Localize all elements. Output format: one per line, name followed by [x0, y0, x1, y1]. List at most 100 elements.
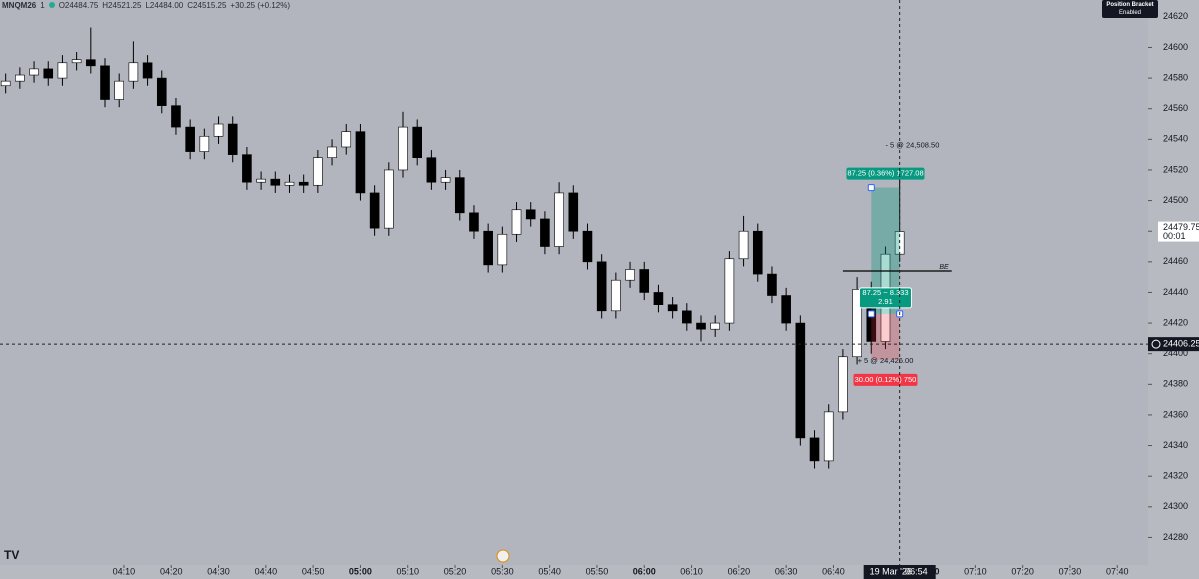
candle-body — [426, 157, 437, 183]
candle-body — [43, 68, 54, 79]
y-tick-label: 24300 — [1163, 501, 1188, 511]
candle-body — [256, 178, 266, 183]
candle-body — [185, 126, 195, 152]
candle-body — [341, 131, 352, 148]
y-tick-label: 24580 — [1163, 72, 1188, 82]
mid-label: 87.25 ~ 8.333 — [862, 288, 908, 297]
y-tick-label: 24320 — [1163, 471, 1188, 481]
stop-label: 30.00 (0.12%) 750 — [855, 375, 917, 384]
candle-body — [767, 273, 777, 296]
x-tick-label: 05:00 — [349, 566, 372, 576]
candle-body — [554, 192, 564, 247]
crosshair-plus[interactable] — [1151, 339, 1161, 349]
x-tick-label: 07:40 — [1106, 566, 1129, 576]
handle[interactable] — [867, 184, 875, 192]
candle-body — [611, 279, 621, 312]
stop-label-box — [853, 373, 918, 386]
candle-body — [696, 322, 706, 330]
y-tick-label: 24280 — [1163, 532, 1188, 542]
bracket-button[interactable]: Position Bracket Enabled — [1102, 0, 1158, 18]
interval[interactable]: 1 — [40, 1, 45, 10]
candle-body — [369, 192, 380, 229]
candle-body — [384, 169, 394, 229]
candle-body — [653, 292, 664, 306]
x-tick-label: 04:50 — [302, 566, 325, 576]
y-tick-label: 24520 — [1163, 164, 1188, 174]
candle-body — [128, 62, 139, 82]
ohlc-low: L24484.00 — [145, 1, 184, 10]
symbol[interactable]: MNQM26 — [2, 1, 37, 10]
y-tick-label: 24460 — [1163, 256, 1188, 266]
crosshair-price: 24406.25 — [1163, 339, 1199, 349]
candle-body — [440, 177, 451, 183]
x-tick-label: 06:40 — [822, 566, 845, 576]
crosshair-time-box — [863, 565, 936, 579]
target-order: - 5 @ 24,508.50 — [885, 141, 939, 150]
target-label: 87.25 (0.36%) 1727.08 — [847, 169, 923, 178]
candle-body — [525, 209, 536, 220]
y-tick-label: 24340 — [1163, 440, 1188, 450]
candle-body — [596, 261, 607, 312]
candle-body — [823, 411, 834, 462]
bracket-state: Enabled — [1118, 10, 1142, 16]
ohlc-close: C24515.25 — [187, 1, 227, 10]
crosshair-price-box — [1148, 337, 1199, 352]
y-tick-label: 24500 — [1163, 195, 1188, 205]
ohlc-high: H24521.25 — [102, 1, 142, 10]
countdown: 00:01 — [1163, 231, 1186, 241]
candle-body — [398, 126, 408, 171]
candle-body — [710, 322, 720, 330]
x-tick-label: 05:30 — [491, 566, 514, 576]
candle-body — [540, 218, 550, 247]
x-tick-label: 05:10 — [396, 566, 419, 576]
last-price-box — [1158, 221, 1199, 242]
candle-body — [15, 74, 25, 82]
logo: TV — [4, 548, 19, 562]
handle[interactable] — [867, 310, 875, 318]
candle-body — [582, 230, 593, 263]
candle-body — [57, 62, 68, 79]
x-tick-label: 04:40 — [255, 566, 278, 576]
x-tick-label: 07:10 — [964, 566, 987, 576]
candle-body — [313, 157, 323, 186]
ohlc-open: O24484.75 — [58, 1, 99, 10]
candle-body — [625, 269, 635, 281]
status-dot — [48, 2, 55, 8]
candle-body — [171, 105, 181, 128]
last-price: 24479.75 — [1163, 222, 1199, 232]
target-label-box — [846, 167, 925, 180]
ohlc-change: +30.25 (+0.12%) — [230, 1, 291, 10]
candle-body — [667, 304, 678, 312]
candle-body — [213, 123, 224, 137]
svg-text:TV: TV — [4, 548, 19, 562]
candle-body — [327, 146, 337, 159]
x-tick-label: 06:20 — [728, 566, 751, 576]
y-tick-label: 24420 — [1163, 317, 1188, 327]
y-tick-label: 24620 — [1163, 11, 1188, 21]
y-tick-label: 24440 — [1163, 287, 1188, 297]
candle-body — [227, 123, 238, 155]
candle-body — [71, 59, 82, 64]
stop-zone — [871, 313, 900, 360]
candle-body — [454, 177, 465, 214]
crosshair-date: 19 Mar '26 — [870, 566, 912, 576]
candle-body — [298, 181, 309, 186]
x-tick-label: 05:20 — [444, 566, 467, 576]
y-tick-label: 24560 — [1163, 103, 1188, 113]
candle-body — [795, 322, 806, 439]
crosshair-time: 06:54 — [905, 566, 928, 576]
candle-body — [568, 192, 579, 232]
bracket-title: Position Bracket — [1106, 2, 1154, 8]
price-axis-bg — [1148, 0, 1199, 565]
x-tick-label: 06:00 — [633, 566, 656, 576]
event-icon[interactable] — [496, 549, 510, 563]
candle-body — [511, 209, 522, 235]
x-tick-label: 04:10 — [113, 566, 136, 576]
y-tick-label: 24360 — [1163, 409, 1188, 419]
y-tick-label: 24380 — [1163, 379, 1188, 389]
candle-body — [86, 59, 96, 67]
symbol-header: MNQM26 1 O24484.75 H24521.25 L24484.00 C… — [0, 0, 292, 11]
candle-body — [781, 295, 791, 324]
